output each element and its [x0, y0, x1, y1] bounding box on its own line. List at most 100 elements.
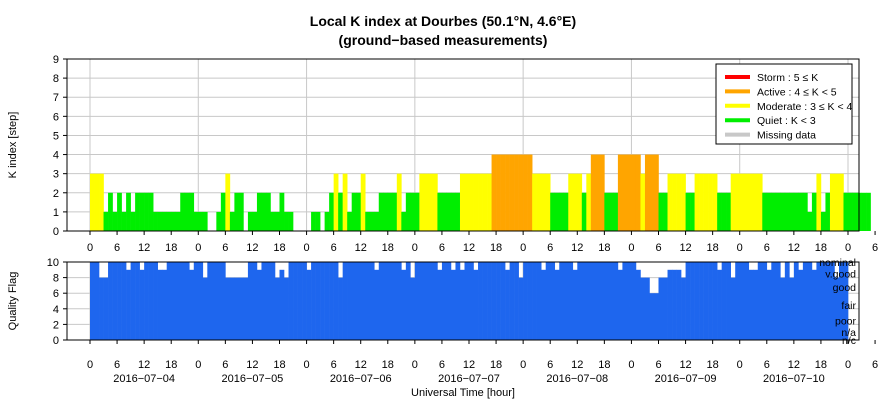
legend-label: Quiet : K < 3: [757, 115, 816, 127]
k-index-bar: [478, 173, 483, 231]
k-index-bar: [699, 173, 704, 231]
k-xtick-label: 18: [273, 242, 285, 254]
k-index-bar: [94, 173, 100, 231]
quality-bar: [320, 262, 325, 340]
k-index-bar: [189, 192, 195, 231]
quality-bar: [635, 269, 641, 340]
quality-level-label: poor: [835, 316, 857, 328]
k-index-bar: [604, 192, 610, 231]
quality-bar: [762, 262, 768, 340]
k-index-bar: [739, 173, 745, 231]
quality-bar: [293, 262, 298, 340]
quality-bar: [229, 277, 235, 340]
k-index-bar: [861, 192, 867, 231]
quality-bar: [365, 262, 371, 340]
k-index-bar: [220, 192, 226, 231]
quality-bar: [252, 262, 258, 340]
k-index-bar: [523, 154, 528, 231]
quality-bar: [685, 262, 691, 340]
quality-bar: [586, 262, 592, 340]
k-index-bar: [261, 192, 267, 231]
k-index-bar: [414, 192, 420, 231]
k-index-bar: [473, 173, 479, 231]
legend-label: Missing data: [757, 130, 816, 142]
quality-bar: [216, 262, 222, 340]
k-index-bar: [360, 173, 366, 231]
quality-bar: [626, 262, 632, 340]
q-ytick-label: 4: [53, 304, 59, 316]
k-index-bar: [378, 192, 384, 231]
quality-bar: [730, 277, 736, 340]
k-index-bar: [622, 154, 628, 231]
quality-bar: [717, 269, 722, 340]
quality-bar: [432, 262, 438, 340]
k-index-bar: [554, 192, 560, 231]
quality-bar: [604, 262, 610, 340]
k-index-bar: [649, 154, 655, 231]
quality-bar: [383, 262, 389, 340]
k-index-bar: [491, 154, 497, 231]
q-xtick-label: 18: [598, 359, 610, 371]
q-xtick-label: 12: [788, 359, 800, 371]
k-index-bar: [730, 173, 736, 231]
quality-bar: [653, 293, 659, 340]
k-xtick-label: 12: [679, 242, 691, 254]
k-index-bar: [838, 173, 844, 231]
quality-bar: [599, 262, 605, 340]
chart-title-block: Local K index at Dourbes (50.1°N, 4.6°E)…: [0, 12, 886, 50]
quality-bar: [496, 262, 501, 340]
k-index-bar: [762, 192, 768, 231]
quality-bar: [500, 262, 506, 340]
quality-level-label: fair: [841, 300, 856, 312]
k-index-bar: [518, 154, 524, 231]
quality-bar: [748, 269, 754, 340]
quality-bar: [699, 262, 704, 340]
k-index-bar: [753, 173, 759, 231]
k-index-bar: [798, 192, 804, 231]
q-xtick-label: 18: [815, 359, 827, 371]
quality-bar: [464, 262, 470, 340]
quality-bar: [572, 269, 578, 340]
k-index-bar: [717, 192, 722, 231]
k-xtick-label: 18: [815, 242, 827, 254]
quality-level-label: n/c: [842, 335, 856, 347]
quality-bar: [482, 262, 488, 340]
k-index-bar: [356, 192, 362, 231]
k-index-bar: [198, 211, 204, 231]
quality-bar: [450, 269, 456, 340]
quality-bar: [798, 269, 804, 340]
quality-bar: [117, 262, 122, 340]
quality-bar: [126, 269, 131, 340]
quality-bar: [234, 277, 240, 340]
quality-bar: [843, 262, 849, 340]
k-index-bar: [807, 211, 813, 231]
q-xtick-label: 0: [845, 359, 851, 371]
quality-bar: [437, 269, 443, 340]
quality-bar: [590, 262, 596, 340]
k-index-bar: [238, 192, 244, 231]
quality-bar: [667, 269, 673, 340]
quality-bar: [198, 262, 204, 340]
quality-bar: [148, 262, 154, 340]
q-xtick-label: 6: [764, 359, 770, 371]
q-xtick-label: 6: [655, 359, 661, 371]
k-index-bar: [536, 173, 542, 231]
k-xtick-label: 0: [87, 242, 93, 254]
q-xtick-label: 0: [412, 359, 418, 371]
quality-bar: [744, 262, 750, 340]
k-xtick-label: 0: [737, 242, 743, 254]
k-index-bar: [780, 192, 786, 231]
k-index-bar: [419, 173, 425, 231]
date-label: 2016−07−08: [546, 373, 608, 385]
k-index-bar: [775, 192, 781, 231]
k-xtick-label: 12: [463, 242, 475, 254]
quality-bar: [690, 262, 695, 340]
k-index-bar: [180, 192, 186, 231]
quality-bar: [523, 262, 528, 340]
k-xtick-label: 18: [490, 242, 502, 254]
quality-bar: [284, 277, 289, 340]
q-ylabel: Quality Flag: [7, 272, 19, 331]
q-xtick-label: 12: [571, 359, 583, 371]
quality-bar: [766, 269, 772, 340]
